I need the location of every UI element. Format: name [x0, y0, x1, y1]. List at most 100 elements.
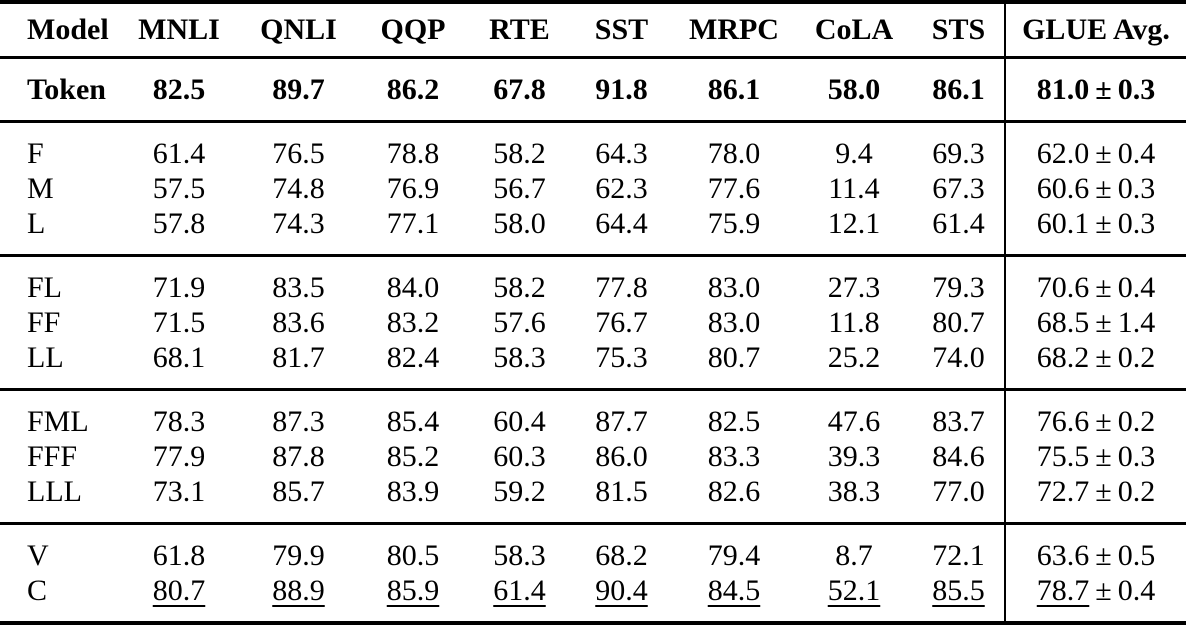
glue-avg-std: 0.2: [1117, 404, 1156, 438]
score-value: 59.2: [493, 474, 546, 508]
score-cell: 64.4: [570, 206, 673, 256]
score-cell: 83.7: [913, 389, 1005, 439]
score-value: 81.5: [595, 474, 648, 508]
glue-avg-mean: 60.6: [1036, 171, 1090, 205]
glue-avg-cell: 76.6 ±0.2: [1004, 389, 1186, 439]
header-row: Model MNLI QNLI QQP RTE SST MRPC CoLA STS GLUE Av…: [0, 2, 1186, 59]
model-cell: LLL: [0, 474, 118, 524]
score-cell: 73.1: [118, 474, 240, 524]
score-cell: 87.8: [240, 439, 357, 474]
score-value: 58.3: [493, 538, 546, 572]
column-header-mnli: MNLI: [118, 2, 240, 59]
score-value: 85.2: [386, 439, 440, 473]
score-value: 56.7: [493, 171, 546, 205]
score-value: 67.3: [932, 171, 985, 205]
score-value: 80.7: [152, 573, 206, 607]
model-label: FF: [27, 305, 61, 339]
glue-avg-std: 0.4: [1117, 573, 1156, 607]
score-value: 84.5: [707, 573, 761, 607]
model-cell: LL: [0, 340, 118, 390]
plus-minus-sign: ±: [1095, 439, 1112, 473]
model-label: FML: [27, 404, 89, 438]
score-value: 86.1: [707, 72, 761, 106]
table-row-f: F 61.4 76.5 78.8 58.2 64.3 78.0 9.4 69.3 62.0 ±0.4: [0, 121, 1186, 171]
model-label: FFF: [27, 439, 78, 473]
score-value: 39.3: [827, 439, 881, 473]
score-cell: 74.3: [240, 206, 357, 256]
score-cell: 82.6: [673, 474, 795, 524]
column-header-qnli: QNLI: [240, 2, 357, 59]
score-cell: 80.5: [357, 523, 469, 573]
score-cell: 39.3: [795, 439, 913, 474]
score-value: 76.9: [386, 171, 440, 205]
score-value: 85.9: [386, 573, 440, 607]
score-cell: 83.3: [673, 439, 795, 474]
score-value: 87.7: [595, 404, 648, 438]
score-value: 58.3: [493, 340, 546, 374]
score-value: 84.0: [386, 270, 440, 304]
glue-avg-mean: 81.0: [1036, 72, 1090, 106]
column-header-model: Model: [0, 2, 118, 59]
score-value: 67.8: [493, 72, 546, 106]
glue-avg-std: 0.2: [1117, 340, 1156, 374]
score-cell: 68.2: [570, 523, 673, 573]
column-header-sts: STS: [913, 2, 1005, 59]
glue-avg-cell: 70.6 ±0.4: [1004, 255, 1186, 305]
score-cell: 86.1: [913, 57, 1005, 121]
score-value: 76.7: [595, 305, 648, 339]
glue-avg-cell: 75.5 ±0.3: [1004, 438, 1186, 474]
score-value: 91.8: [595, 72, 648, 106]
glue-avg-std: 0.3: [1117, 171, 1156, 205]
score-cell: 47.6: [795, 389, 913, 439]
score-value: 80.5: [386, 538, 440, 572]
model-label: V: [27, 538, 49, 572]
score-value: 64.4: [595, 206, 648, 240]
score-cell: 80.7: [673, 340, 795, 390]
score-value: 61.4: [152, 136, 206, 170]
score-cell: 61.4: [118, 121, 240, 171]
glue-avg-mean: 75.5: [1036, 439, 1090, 473]
plus-minus-sign: ±: [1095, 171, 1112, 205]
score-value: 89.7: [272, 72, 325, 106]
score-value: 80.7: [707, 340, 761, 374]
score-cell: 60.3: [469, 439, 570, 474]
score-cell: 25.2: [795, 340, 913, 390]
score-cell: 75.9: [673, 206, 795, 256]
score-value: 84.6: [932, 439, 985, 473]
glue-avg-std: 0.3: [1117, 72, 1156, 106]
column-header-glue-avg: GLUE Avg.: [1004, 2, 1186, 59]
score-cell: 68.1: [118, 340, 240, 390]
glue-avg-cell: 68.5 ±1.4: [1004, 304, 1186, 340]
score-cell: 79.9: [240, 523, 357, 573]
score-value: 78.0: [707, 136, 761, 170]
glue-avg-cell: 68.2 ±0.2: [1004, 339, 1186, 389]
score-value: 86.0: [595, 439, 648, 473]
score-value: 61.4: [493, 573, 546, 607]
score-value: 11.4: [828, 171, 880, 205]
score-cell: 74.8: [240, 171, 357, 206]
score-value: 82.4: [386, 340, 440, 374]
model-cell: FML: [0, 389, 118, 439]
score-cell: 69.3: [913, 121, 1005, 171]
glue-avg-mean: 68.2: [1036, 340, 1090, 374]
glue-avg-cell: 63.6 ±0.5: [1004, 523, 1186, 573]
plus-minus-sign: ±: [1095, 573, 1112, 607]
score-value: 77.9: [152, 439, 206, 473]
score-value: 77.6: [707, 171, 761, 205]
plus-minus-sign: ±: [1095, 305, 1112, 339]
score-cell: 78.3: [118, 389, 240, 439]
score-value: 85.4: [386, 404, 440, 438]
score-cell: 85.2: [357, 439, 469, 474]
plus-minus-sign: ±: [1095, 270, 1112, 304]
table-row-c: C 80.7 88.9 85.9 61.4 90.4 84.5 52.1 85.5 78.7 ±0.…: [0, 572, 1186, 623]
model-cell: Token: [0, 57, 118, 121]
score-cell: 56.7: [469, 171, 570, 206]
score-value: 73.1: [152, 474, 206, 508]
model-label: Token: [27, 72, 106, 106]
score-value: 64.3: [595, 136, 648, 170]
score-value: 75.3: [595, 340, 648, 374]
score-cell: 78.0: [673, 121, 795, 171]
score-cell: 11.4: [795, 171, 913, 206]
